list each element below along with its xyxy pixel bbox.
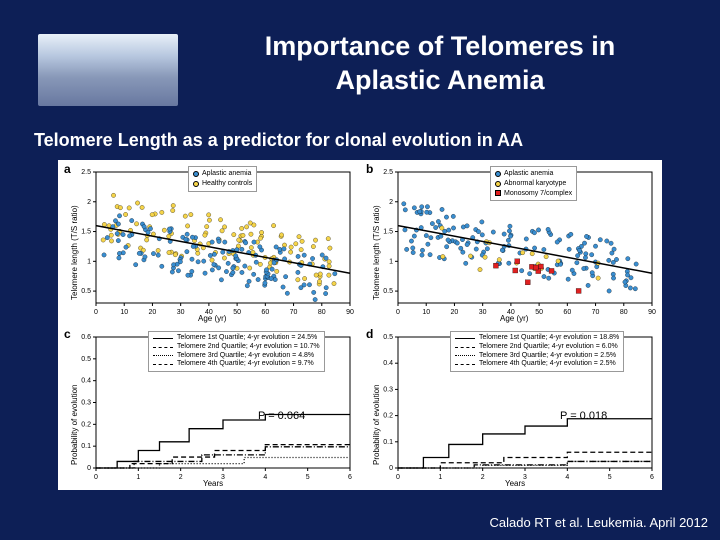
svg-text:50: 50 xyxy=(233,309,241,316)
subtitle: Telomere Length as a predictor for clona… xyxy=(34,130,523,151)
ylabel-a: Telomere length (T/S ratio) xyxy=(70,205,79,300)
figure-area: a 01020304050607080900.511.522.5 Aplasti… xyxy=(58,160,662,490)
citation: Calado RT et al. Leukemia. April 2012 xyxy=(490,515,709,530)
svg-text:80: 80 xyxy=(620,309,628,316)
svg-text:0.3: 0.3 xyxy=(383,386,393,393)
legend-d: Telomere 1st Quartile; 4-yr evolution = … xyxy=(450,331,624,372)
svg-text:4: 4 xyxy=(565,474,569,481)
svg-text:0.6: 0.6 xyxy=(81,334,91,341)
svg-text:0.5: 0.5 xyxy=(383,334,393,341)
svg-text:80: 80 xyxy=(318,309,326,316)
legend-c: Telomere 1st Quartile; 4-yr evolution = … xyxy=(148,331,325,372)
svg-text:0: 0 xyxy=(396,474,400,481)
slide-title: Importance of Telomeres in Aplastic Anem… xyxy=(200,30,680,98)
svg-text:0: 0 xyxy=(94,474,98,481)
svg-text:1.5: 1.5 xyxy=(81,229,91,236)
ylabel-d: Probability of evolution xyxy=(372,385,381,466)
svg-text:5: 5 xyxy=(306,474,310,481)
svg-text:70: 70 xyxy=(592,309,600,316)
xlabel-b: Age (yr) xyxy=(500,314,528,323)
svg-text:1: 1 xyxy=(87,258,91,265)
svg-text:2.5: 2.5 xyxy=(383,169,393,176)
svg-text:50: 50 xyxy=(535,309,543,316)
svg-text:0: 0 xyxy=(87,465,91,472)
svg-text:1.5: 1.5 xyxy=(383,229,393,236)
svg-text:1: 1 xyxy=(136,474,140,481)
pvalue-c: P = 0.064 xyxy=(258,410,305,422)
pvalue-d: P = 0.018 xyxy=(560,410,607,422)
svg-text:10: 10 xyxy=(120,309,128,316)
svg-text:6: 6 xyxy=(650,474,654,481)
title-line-1: Importance of Telomeres in xyxy=(265,31,616,61)
title-line-2: Aplastic Anemia xyxy=(335,65,544,95)
svg-text:2: 2 xyxy=(87,199,91,206)
svg-text:90: 90 xyxy=(346,309,354,316)
svg-text:5: 5 xyxy=(608,474,612,481)
svg-text:1: 1 xyxy=(438,474,442,481)
svg-text:0.1: 0.1 xyxy=(383,439,393,446)
svg-text:0: 0 xyxy=(389,465,393,472)
svg-text:0.5: 0.5 xyxy=(81,356,91,363)
panel-b: b 01020304050607080900.511.522.5 Aplasti… xyxy=(360,160,662,325)
building-photo xyxy=(38,34,178,106)
svg-text:0.3: 0.3 xyxy=(81,400,91,407)
panel-a: a 01020304050607080900.511.522.5 Aplasti… xyxy=(58,160,360,325)
svg-text:0.2: 0.2 xyxy=(383,413,393,420)
svg-text:60: 60 xyxy=(261,309,269,316)
svg-text:2: 2 xyxy=(481,474,485,481)
xlabel-a: Age (yr) xyxy=(198,314,226,323)
svg-text:30: 30 xyxy=(177,309,185,316)
svg-text:2: 2 xyxy=(389,199,393,206)
svg-text:60: 60 xyxy=(563,309,571,316)
svg-text:0.4: 0.4 xyxy=(81,378,91,385)
svg-text:2.5: 2.5 xyxy=(81,169,91,176)
svg-text:0.5: 0.5 xyxy=(383,288,393,295)
svg-text:0: 0 xyxy=(94,309,98,316)
svg-text:1: 1 xyxy=(389,258,393,265)
svg-text:0.4: 0.4 xyxy=(383,360,393,367)
svg-text:0.5: 0.5 xyxy=(81,288,91,295)
svg-text:0.1: 0.1 xyxy=(81,443,91,450)
panel-d: d 012345600.10.20.30.40.5 Telomere 1st Q… xyxy=(360,325,662,490)
svg-text:30: 30 xyxy=(479,309,487,316)
xlabel-d: Years xyxy=(505,479,525,488)
svg-text:6: 6 xyxy=(348,474,352,481)
svg-text:0: 0 xyxy=(396,309,400,316)
svg-text:20: 20 xyxy=(149,309,157,316)
legend-b: Aplastic anemiaAbnormal karyotypeMonosom… xyxy=(490,166,577,201)
ylabel-c: Probability of evolution xyxy=(70,385,79,466)
svg-text:10: 10 xyxy=(422,309,430,316)
svg-text:70: 70 xyxy=(290,309,298,316)
panel-c: c 012345600.10.20.30.40.50.6 Telomere 1s… xyxy=(58,325,360,490)
legend-a: Aplastic anemiaHealthy controls xyxy=(188,166,257,192)
svg-text:90: 90 xyxy=(648,309,656,316)
svg-text:0.2: 0.2 xyxy=(81,421,91,428)
xlabel-c: Years xyxy=(203,479,223,488)
svg-text:20: 20 xyxy=(451,309,459,316)
ylabel-b: Telomere length (T/S ratio) xyxy=(372,205,381,300)
svg-text:2: 2 xyxy=(179,474,183,481)
svg-text:4: 4 xyxy=(263,474,267,481)
